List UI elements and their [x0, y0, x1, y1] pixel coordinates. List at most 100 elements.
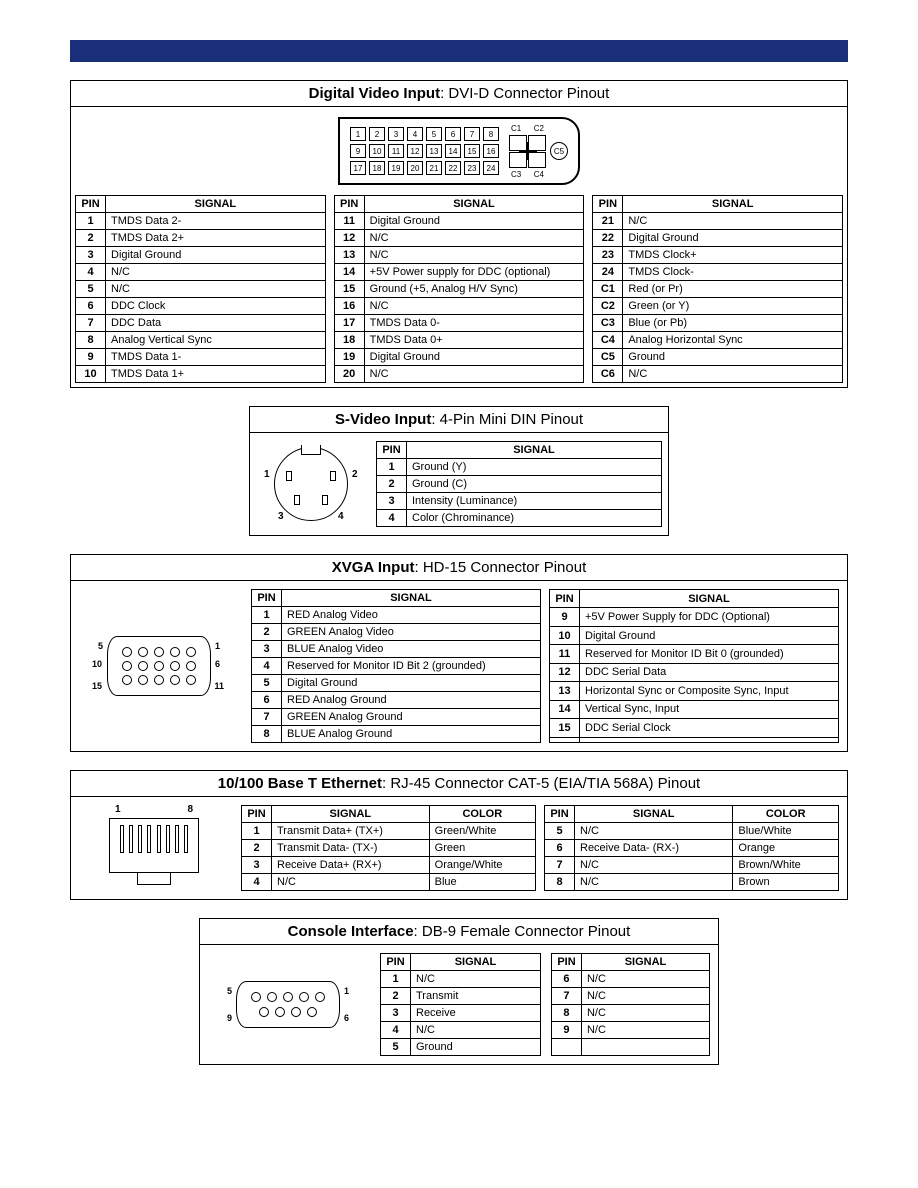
ethernet-title-rest: : RJ-45 Connector CAT-5 (EIA/TIA 568A) P…: [382, 775, 700, 792]
pin-cell: 8: [551, 1005, 581, 1022]
table-row: 8Analog Vertical Sync: [76, 332, 326, 349]
signal-cell: Transmit Data- (TX-): [272, 840, 430, 857]
signal-cell: N/C: [106, 264, 326, 281]
signal-cell: N/C: [623, 213, 843, 230]
signal-cell: Green (or Y): [623, 298, 843, 315]
table-row: 20N/C: [334, 366, 584, 383]
signal-cell: TMDS Clock+: [623, 247, 843, 264]
pin-cell: 14: [334, 264, 364, 281]
ethernet-title: 10/100 Base T Ethernet: RJ-45 Connector …: [71, 771, 847, 797]
pin-cell: 2: [377, 476, 407, 493]
table-row: C1Red (or Pr): [593, 281, 843, 298]
pin-header: PIN: [76, 196, 106, 213]
pin-cell: 2: [242, 840, 272, 857]
console-title: Console Interface: DB-9 Female Connector…: [200, 919, 718, 945]
table-row: C3Blue (or Pb): [593, 315, 843, 332]
pin-cell: 1: [252, 607, 282, 624]
color-header: COLOR: [733, 806, 839, 823]
pin-cell: 10: [76, 366, 106, 383]
table-row: 17TMDS Data 0-: [334, 315, 584, 332]
table-row: 13N/C: [334, 247, 584, 264]
pin-cell: 3: [377, 493, 407, 510]
signal-cell: TMDS Data 1-: [106, 349, 326, 366]
pin-cell: 1: [377, 459, 407, 476]
pin-cell: C5: [593, 349, 623, 366]
pin-header: PIN: [377, 442, 407, 459]
signal-header: SIGNAL: [364, 196, 584, 213]
pin-cell: 1: [242, 823, 272, 840]
dvi-table-2: PINSIGNAL11Digital Ground12N/C13N/C14+5V…: [334, 195, 585, 383]
pin-cell: 6: [76, 298, 106, 315]
xvga-table-2: PINSIGNAL9+5V Power Supply for DDC (Opti…: [549, 589, 839, 743]
signal-cell: N/C: [411, 971, 541, 988]
console-section: Console Interface: DB-9 Female Connector…: [199, 918, 719, 1065]
dvi-title-rest: : DVI-D Connector Pinout: [440, 85, 609, 102]
dvi-pin: 5: [426, 127, 442, 141]
signal-header: SIGNAL: [581, 954, 709, 971]
signal-cell: TMDS Data 0+: [364, 332, 584, 349]
signal-cell: Ground (Y): [407, 459, 662, 476]
dvi-pin: 18: [369, 161, 385, 175]
pin-cell: 3: [242, 857, 272, 874]
pin-cell: 22: [593, 230, 623, 247]
pin-cell: C3: [593, 315, 623, 332]
pin-cell: 9: [550, 608, 580, 626]
color-cell: Brown/White: [733, 857, 839, 874]
pin-header: PIN: [545, 806, 575, 823]
dvi-table-3: PINSIGNAL21N/C22Digital Ground23TMDS Clo…: [592, 195, 843, 383]
signal-header: SIGNAL: [580, 590, 839, 608]
pin-cell: 1: [76, 213, 106, 230]
pin-cell: 4: [76, 264, 106, 281]
signal-cell: N/C: [581, 971, 709, 988]
pin-cell: 24: [593, 264, 623, 281]
signal-cell: N/C: [575, 823, 733, 840]
signal-cell: TMDS Data 1+: [106, 366, 326, 383]
signal-cell: TMDS Data 2-: [106, 213, 326, 230]
table-row: 9+5V Power Supply for DDC (Optional): [550, 608, 839, 626]
svideo-table: PINSIGNAL1Ground (Y)2Ground (C)3Intensit…: [376, 441, 662, 527]
dvi-c5-pin: C5: [550, 142, 568, 160]
signal-cell: TMDS Data 0-: [364, 315, 584, 332]
dvi-pin: 19: [388, 161, 404, 175]
signal-cell: Vertical Sync, Input: [580, 700, 839, 718]
signal-header: SIGNAL: [282, 590, 541, 607]
table-row: [550, 737, 839, 743]
table-row: 4Reserved for Monitor ID Bit 2 (grounded…: [252, 658, 541, 675]
table-row: C5Ground: [593, 349, 843, 366]
dvi-pin: 3: [388, 127, 404, 141]
signal-cell: N/C: [575, 874, 733, 891]
dvi-pin: 2: [369, 127, 385, 141]
signal-cell: N/C: [411, 1022, 541, 1039]
pin-cell: 9: [551, 1022, 581, 1039]
table-row: 13Horizontal Sync or Composite Sync, Inp…: [550, 682, 839, 700]
table-row: 3BLUE Analog Video: [252, 641, 541, 658]
signal-cell: DDC Data: [106, 315, 326, 332]
table-row: 2TMDS Data 2+: [76, 230, 326, 247]
color-cell: Orange/White: [429, 857, 535, 874]
table-row: 6Receive Data- (RX-)Orange: [545, 840, 839, 857]
dvi-pin: 13: [426, 144, 442, 158]
table-row: 1RED Analog Video: [252, 607, 541, 624]
table-row: 12N/C: [334, 230, 584, 247]
color-cell: Blue: [429, 874, 535, 891]
pin-cell: 23: [593, 247, 623, 264]
pin-cell: 9: [76, 349, 106, 366]
pin-cell: 6: [252, 692, 282, 709]
ethernet-title-bold: 10/100 Base T Ethernet: [218, 775, 382, 792]
xvga-title-bold: XVGA Input: [332, 559, 415, 576]
rj45-diagram-icon: 1 8: [79, 818, 229, 878]
dvi-pin: 7: [464, 127, 480, 141]
pin-cell: 2: [381, 988, 411, 1005]
signal-cell: N/C: [623, 366, 843, 383]
dvi-connector-icon: 123456789101112131415161718192021222324 …: [338, 117, 580, 185]
signal-header: SIGNAL: [407, 442, 662, 459]
signal-cell: Horizontal Sync or Composite Sync, Input: [580, 682, 839, 700]
table-row: 3Intensity (Luminance): [377, 493, 662, 510]
pin-cell: 7: [551, 988, 581, 1005]
dvi-section: Digital Video Input: DVI-D Connector Pin…: [70, 80, 848, 388]
pin-cell: 5: [76, 281, 106, 298]
dvi-pin: 24: [483, 161, 499, 175]
pin-header: PIN: [242, 806, 272, 823]
signal-cell: TMDS Data 2+: [106, 230, 326, 247]
signal-cell: BLUE Analog Ground: [282, 726, 541, 743]
